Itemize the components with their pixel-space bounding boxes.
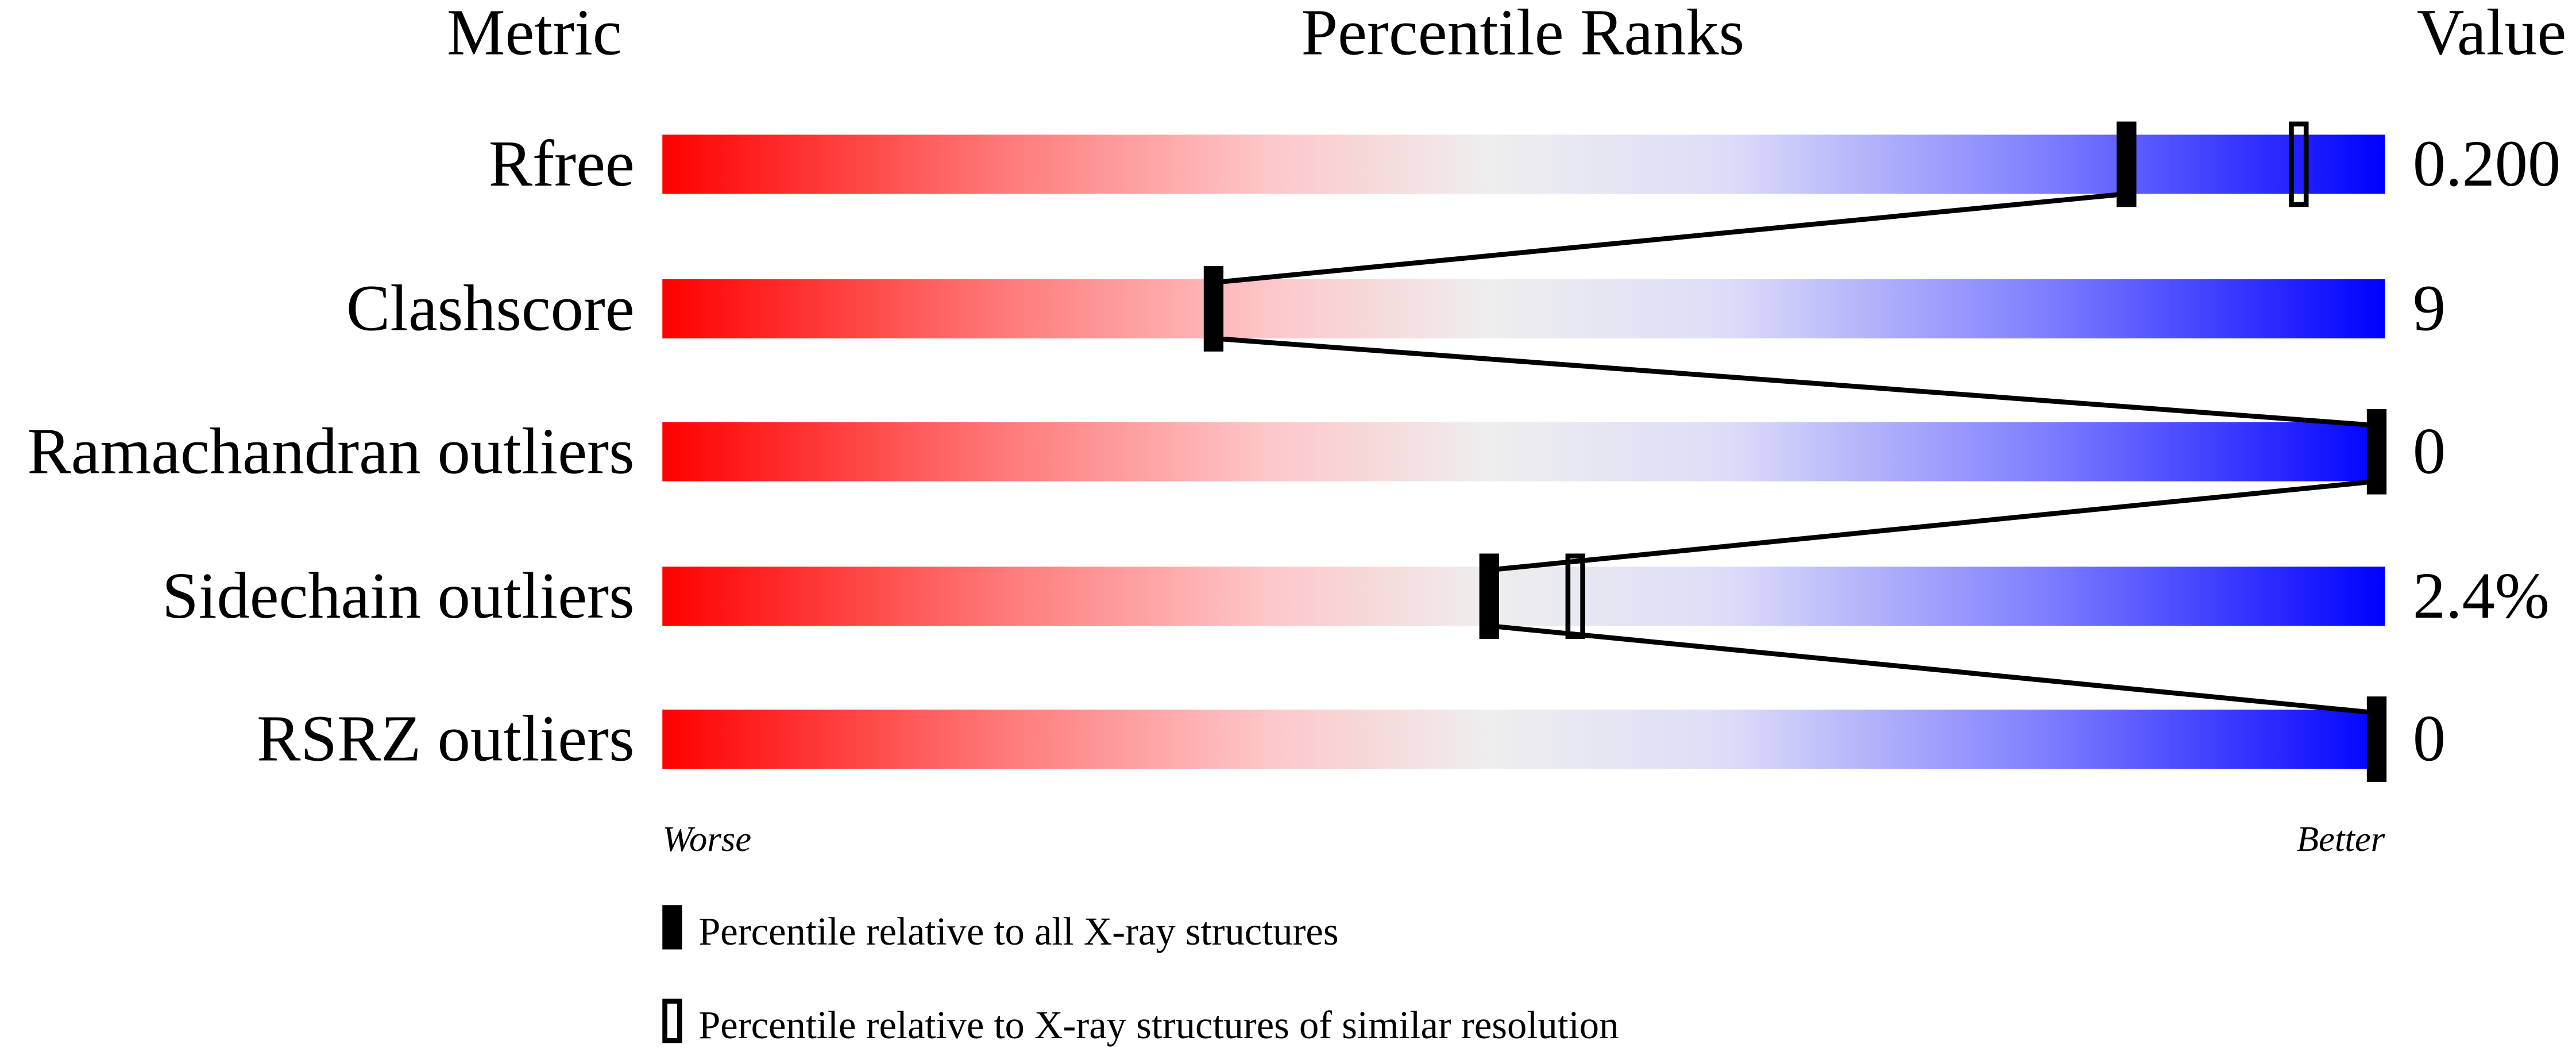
marker-all-structures [2366, 696, 2387, 782]
header-metric: Metric [447, 0, 622, 68]
legend-open-label: Percentile relative to X-ray structures … [698, 1003, 1619, 1047]
metric-value: 2.4% [2413, 559, 2550, 632]
connector-line [1213, 336, 2377, 428]
metric-row: Sidechain outliers 2.4% [162, 559, 2550, 632]
legend-filled-label: Percentile relative to all X-ray structu… [698, 910, 1338, 953]
marker-all-structures [1479, 553, 1499, 639]
metric-label: Sidechain outliers [162, 559, 634, 632]
legend-open-marker [662, 999, 682, 1043]
percentile-bar [662, 567, 2385, 626]
metric-row: RSRZ outliers 0 [257, 702, 2446, 775]
percentile-bar [662, 279, 2385, 338]
percentile-bar [662, 422, 2385, 481]
connector-line [1489, 623, 2377, 716]
legend-filled-marker [662, 905, 682, 950]
metric-label: Ramachandran outliers [27, 414, 634, 487]
marker-all-structures [1203, 266, 1224, 352]
marker-all-structures [2117, 121, 2137, 207]
connector-line [1489, 479, 2377, 573]
metric-value: 9 [2413, 272, 2446, 345]
percentile-bar [662, 710, 2385, 769]
metric-label: Rfree [489, 127, 635, 200]
metric-value: 0.200 [2413, 127, 2560, 200]
marker-similar-resolution [1565, 553, 1585, 639]
connector-line [1213, 191, 2127, 286]
axis-label-worse: Worse [662, 819, 751, 859]
header-percentile-ranks: Percentile Ranks [1301, 0, 1745, 68]
metric-value: 0 [2413, 414, 2446, 487]
marker-similar-resolution [2289, 121, 2309, 207]
metric-row: Ramachandran outliers 0 [27, 414, 2446, 487]
metric-value: 0 [2413, 702, 2446, 775]
axis-label-better: Better [2297, 819, 2385, 859]
metric-label: Clashscore [346, 272, 635, 345]
marker-all-structures [2366, 409, 2387, 495]
header-value: Value [2417, 0, 2566, 68]
percentile-bar [662, 134, 2385, 194]
metric-row: Clashscore 9 [346, 272, 2446, 345]
metric-label: RSRZ outliers [257, 702, 635, 775]
metric-row: Rfree 0.200 [489, 127, 2560, 200]
